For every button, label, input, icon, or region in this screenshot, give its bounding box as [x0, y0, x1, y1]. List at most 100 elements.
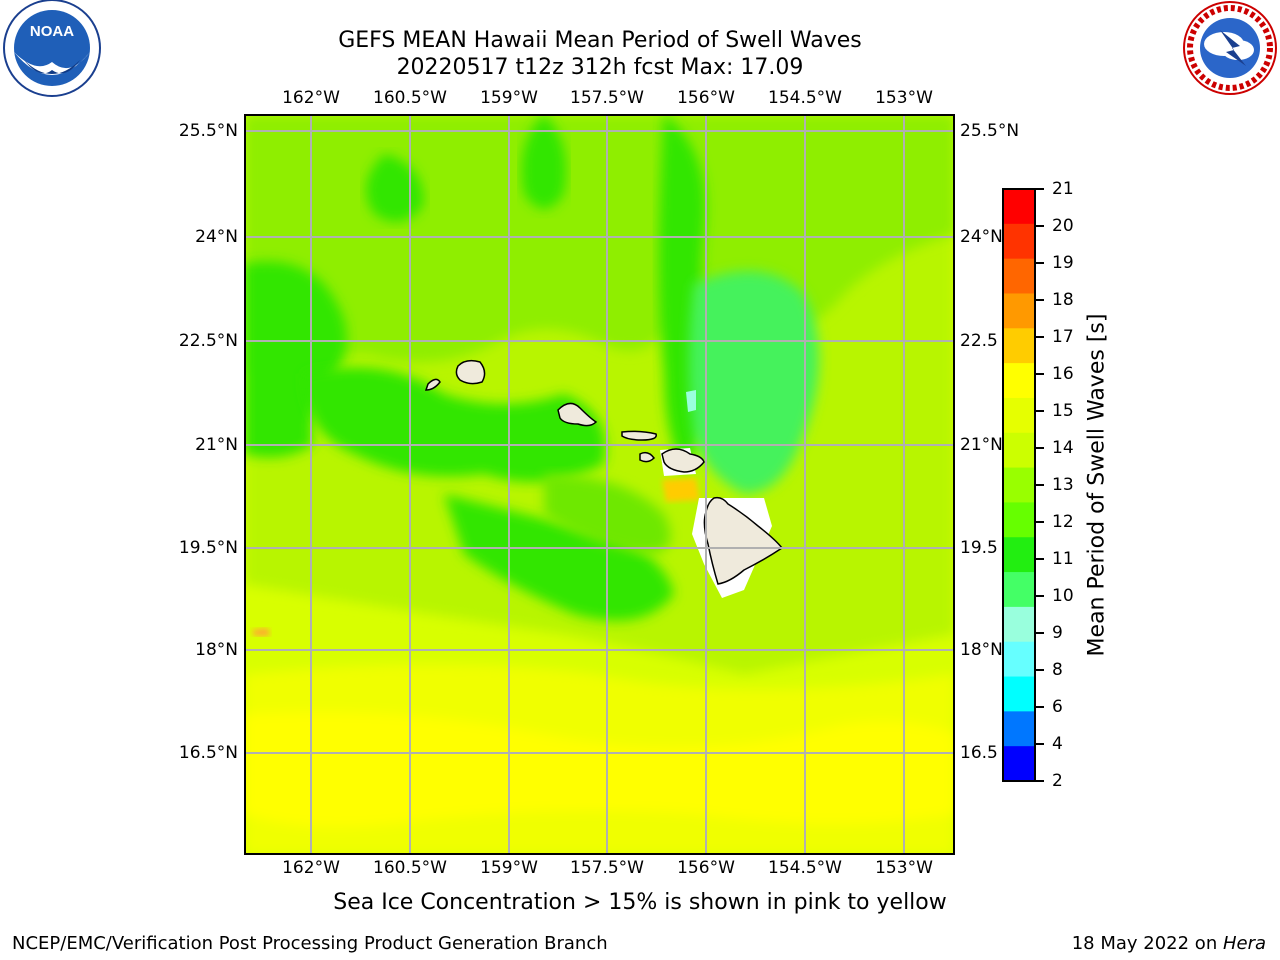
colorbar-tick-mark: [1036, 632, 1044, 634]
lon-label-top: 160.5°W: [373, 88, 447, 108]
colorbar-tick-mark: [1036, 484, 1044, 486]
footer-host: Hera: [1222, 933, 1266, 954]
lat-label-right: 21°N: [960, 435, 1003, 455]
colorbar-tick-label: 20: [1052, 216, 1074, 236]
lon-label-top: 162°W: [282, 88, 340, 108]
noaa-logo-text: NOAA: [30, 23, 74, 40]
footer-credit: NCEP/EMC/Verification Post Processing Pr…: [12, 933, 608, 954]
sea-ice-note: Sea Ice Concentration > 15% is shown in …: [333, 890, 947, 915]
colorbar-tick-label: 16: [1052, 364, 1074, 384]
colorbar-swatch: [1003, 467, 1035, 503]
colorbar-tick-mark: [1036, 521, 1044, 523]
colorbar-swatch: [1003, 537, 1035, 573]
colorbar-swatch: [1003, 606, 1035, 643]
lon-label-bottom: 162°W: [282, 858, 340, 878]
colorbar-tick-label: 13: [1052, 475, 1074, 495]
colorbar-tick-label: 21: [1052, 179, 1074, 199]
graticule: [244, 114, 955, 855]
colorbar-tick-mark: [1036, 669, 1044, 671]
colorbar-swatch: [1003, 223, 1035, 260]
colorbar-swatch: [1003, 641, 1035, 678]
colorbar-tick-label: 17: [1052, 327, 1074, 347]
colorbar-swatch: [1003, 572, 1035, 608]
colorbar-tick-mark: [1036, 558, 1044, 560]
colorbar-swatch: [1003, 746, 1035, 782]
swell-period-map: [244, 114, 955, 855]
colorbar-swatch: [1003, 397, 1035, 434]
lat-label-left: 24°N: [195, 227, 238, 247]
nws-logo: [1183, 1, 1277, 95]
colorbar-swatch: [1003, 432, 1035, 469]
lat-label-left: 22.5°N: [178, 331, 238, 351]
colorbar-tick-mark: [1036, 447, 1044, 449]
lanai-island: [639, 451, 655, 463]
colorbar-tick-label: 8: [1052, 660, 1063, 680]
colorbar-tick-mark: [1036, 299, 1044, 301]
chart-title: GEFS MEAN Hawaii Mean Period of Swell Wa…: [338, 28, 862, 53]
noaa-logo: NOAA: [3, 0, 101, 97]
colorbar-swatch: [1003, 293, 1035, 329]
maui-island: [661, 448, 705, 473]
colorbar-tick-mark: [1036, 706, 1044, 708]
colorbar-tick-mark: [1036, 780, 1044, 782]
colorbar-tick-label: 10: [1052, 586, 1074, 606]
colorbar-tick-label: 18: [1052, 290, 1074, 310]
colorbar-swatch: [1003, 363, 1035, 399]
lon-label-bottom: 159°W: [480, 858, 538, 878]
lat-label-left: 16.5°N: [178, 743, 238, 763]
lat-label-left: 21°N: [195, 435, 238, 455]
lon-label-bottom: 160.5°W: [373, 858, 447, 878]
oahu-island: [557, 402, 598, 427]
lat-label-right: 22.5: [960, 331, 998, 351]
footer-date-text: 18 May 2022 on: [1071, 933, 1223, 954]
lat-label-right: 19.5: [960, 538, 998, 558]
lat-label-left: 18°N: [195, 640, 238, 660]
colorbar-tick-label: 9: [1052, 623, 1063, 643]
lon-label-bottom: 153°W: [875, 858, 933, 878]
lon-label-bottom: 154.5°W: [768, 858, 842, 878]
big-island: [703, 496, 784, 585]
lat-label-right: 16.5: [960, 743, 998, 763]
lat-label-left: 19.5°N: [178, 538, 238, 558]
lat-label-right: 25.5°N: [960, 121, 1020, 141]
colorbar-swatch: [1003, 328, 1035, 364]
lon-label-top: 153°W: [875, 88, 933, 108]
colorbar-tick-mark: [1036, 373, 1044, 375]
lon-label-top: 159°W: [480, 88, 538, 108]
colorbar-tick-mark: [1036, 225, 1044, 227]
chart-subtitle: 20220517 t12z 312h fcst Max: 17.09: [396, 55, 804, 80]
lat-label-right: 18°N: [960, 640, 1003, 660]
colorbar-swatch: [1003, 711, 1035, 747]
colorbar-swatch: [1003, 676, 1035, 712]
colorbar-tick-mark: [1036, 410, 1044, 412]
map-frame: [244, 114, 955, 855]
colorbar-swatch: [1003, 258, 1035, 294]
kauai-island: [455, 359, 486, 385]
colorbar-tick-label: 11: [1052, 549, 1074, 569]
colorbar-tick-label: 19: [1052, 253, 1074, 273]
colorbar-swatch: [1003, 189, 1035, 225]
colorbar-tick-label: 14: [1052, 438, 1074, 458]
lat-label-right: 24°N: [960, 227, 1003, 247]
colorbar: [1002, 188, 1036, 782]
footer-date: 18 May 2022 on Hera: [1072, 933, 1266, 954]
colorbar-tick-label: 6: [1052, 697, 1063, 717]
molokai-island: [621, 430, 657, 441]
colorbar-label: Mean Period of Swell Waves [s]: [1084, 313, 1110, 657]
lat-label-left: 25.5°N: [178, 121, 238, 141]
lon-label-top: 157.5°W: [570, 88, 644, 108]
niihau-island: [424, 378, 441, 391]
colorbar-tick-label: 12: [1052, 512, 1074, 532]
colorbar-tick-label: 4: [1052, 734, 1063, 754]
colorbar-tick-mark: [1036, 188, 1044, 190]
colorbar-tick-label: 2: [1052, 771, 1063, 791]
colorbar-tick-mark: [1036, 336, 1044, 338]
colorbar-tick-mark: [1036, 595, 1044, 597]
colorbar-swatch: [1003, 502, 1035, 538]
colorbar-tick-label: 15: [1052, 401, 1074, 421]
lon-label-bottom: 157.5°W: [570, 858, 644, 878]
lon-label-top: 154.5°W: [768, 88, 842, 108]
lon-label-bottom: 156°W: [677, 858, 735, 878]
colorbar-tick-mark: [1036, 262, 1044, 264]
colorbar-tick-mark: [1036, 743, 1044, 745]
